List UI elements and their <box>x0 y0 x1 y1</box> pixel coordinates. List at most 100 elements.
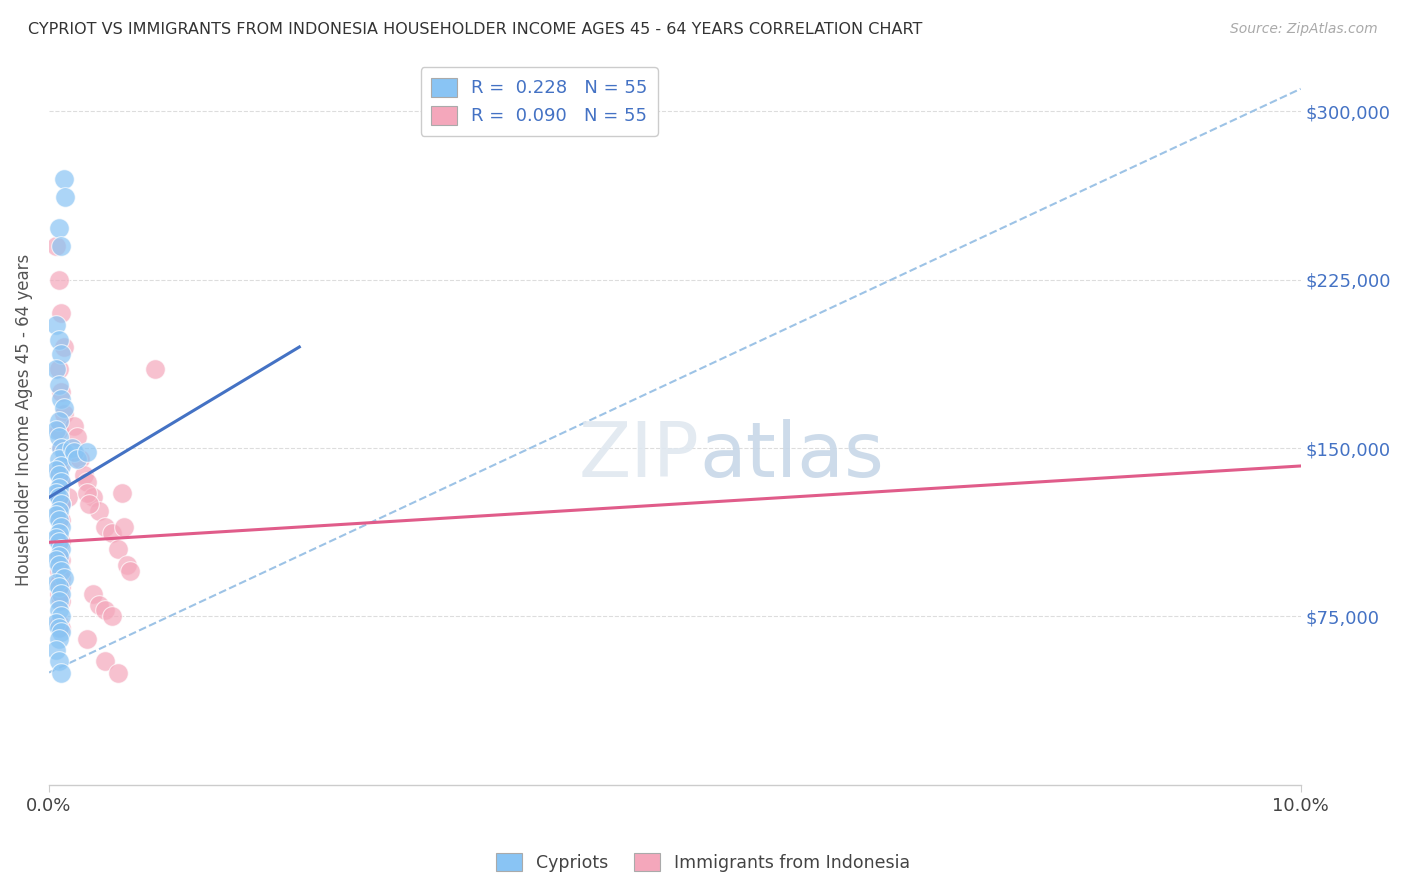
Point <box>48 452 70 467</box>
Point <box>48 333 70 347</box>
Point <box>51 497 73 511</box>
Point <box>48 616 70 631</box>
Point <box>51 621 73 635</box>
Point <box>48 549 70 563</box>
Point <box>45 423 67 437</box>
Point <box>51 565 73 579</box>
Point <box>45 463 67 477</box>
Point <box>51 497 73 511</box>
Point <box>51 306 73 320</box>
Point <box>45 575 67 590</box>
Point <box>115 558 138 572</box>
Point <box>51 665 73 680</box>
Point <box>45 531 67 545</box>
Point <box>48 654 70 668</box>
Point <box>48 378 70 392</box>
Point <box>45 486 67 500</box>
Point <box>48 593 70 607</box>
Point <box>51 625 73 640</box>
Point <box>107 665 129 680</box>
Point <box>48 430 70 444</box>
Point <box>120 565 142 579</box>
Point <box>65 452 87 467</box>
Point <box>48 272 70 286</box>
Point <box>51 609 73 624</box>
Point <box>45 318 67 332</box>
Point <box>51 580 73 594</box>
Point <box>51 593 73 607</box>
Point <box>48 467 70 482</box>
Point <box>51 519 73 533</box>
Point <box>48 414 70 428</box>
Point <box>145 362 167 376</box>
Point <box>48 423 70 437</box>
Point <box>51 458 73 473</box>
Point <box>48 549 70 563</box>
Point <box>51 475 73 489</box>
Point <box>48 504 70 518</box>
Point <box>45 553 67 567</box>
Point <box>107 542 129 557</box>
Point <box>76 632 98 646</box>
Point <box>60 441 83 455</box>
Point <box>51 441 73 455</box>
Point <box>82 587 104 601</box>
Point <box>56 491 79 505</box>
Legend: R =  0.228   N = 55, R =  0.090   N = 55: R = 0.228 N = 55, R = 0.090 N = 55 <box>420 68 658 136</box>
Point <box>53 408 76 422</box>
Point <box>48 580 70 594</box>
Point <box>45 616 67 631</box>
Point <box>87 504 110 518</box>
Point <box>82 491 104 505</box>
Point <box>53 445 76 459</box>
Point <box>51 553 73 567</box>
Point <box>100 526 122 541</box>
Point <box>48 587 70 601</box>
Point <box>48 508 70 523</box>
Point <box>48 362 70 376</box>
Point <box>51 475 73 489</box>
Point <box>45 508 67 523</box>
Point <box>45 643 67 657</box>
Point <box>51 239 73 253</box>
Point <box>53 340 76 354</box>
Point <box>48 602 70 616</box>
Point <box>76 445 98 459</box>
Point <box>48 526 70 541</box>
Point <box>51 513 73 527</box>
Point <box>51 535 73 549</box>
Point <box>63 418 86 433</box>
Point <box>65 430 87 444</box>
Point <box>51 571 73 585</box>
Point <box>51 347 73 361</box>
Text: atlas: atlas <box>700 419 884 493</box>
Point <box>48 221 70 235</box>
Point <box>48 491 70 505</box>
Point <box>76 486 98 500</box>
Point <box>94 519 117 533</box>
Point <box>45 362 67 376</box>
Point <box>63 445 86 459</box>
Point <box>48 621 70 635</box>
Point <box>53 452 76 467</box>
Point <box>100 609 122 624</box>
Text: CYPRIOT VS IMMIGRANTS FROM INDONESIA HOUSEHOLDER INCOME AGES 45 - 64 YEARS CORRE: CYPRIOT VS IMMIGRANTS FROM INDONESIA HOU… <box>28 22 922 37</box>
Point <box>48 486 70 500</box>
Point <box>48 482 70 496</box>
Point <box>94 602 117 616</box>
Point <box>48 565 70 579</box>
Point <box>48 558 70 572</box>
Point <box>51 384 73 399</box>
Point <box>87 598 110 612</box>
Point <box>94 654 117 668</box>
Point <box>76 475 98 489</box>
Point <box>73 467 96 482</box>
Point <box>48 463 70 477</box>
Point <box>45 239 67 253</box>
Point <box>48 531 70 545</box>
Point <box>51 497 73 511</box>
Text: ZIP: ZIP <box>579 419 700 493</box>
Point <box>51 542 73 557</box>
Point <box>48 632 70 646</box>
Point <box>53 401 76 415</box>
